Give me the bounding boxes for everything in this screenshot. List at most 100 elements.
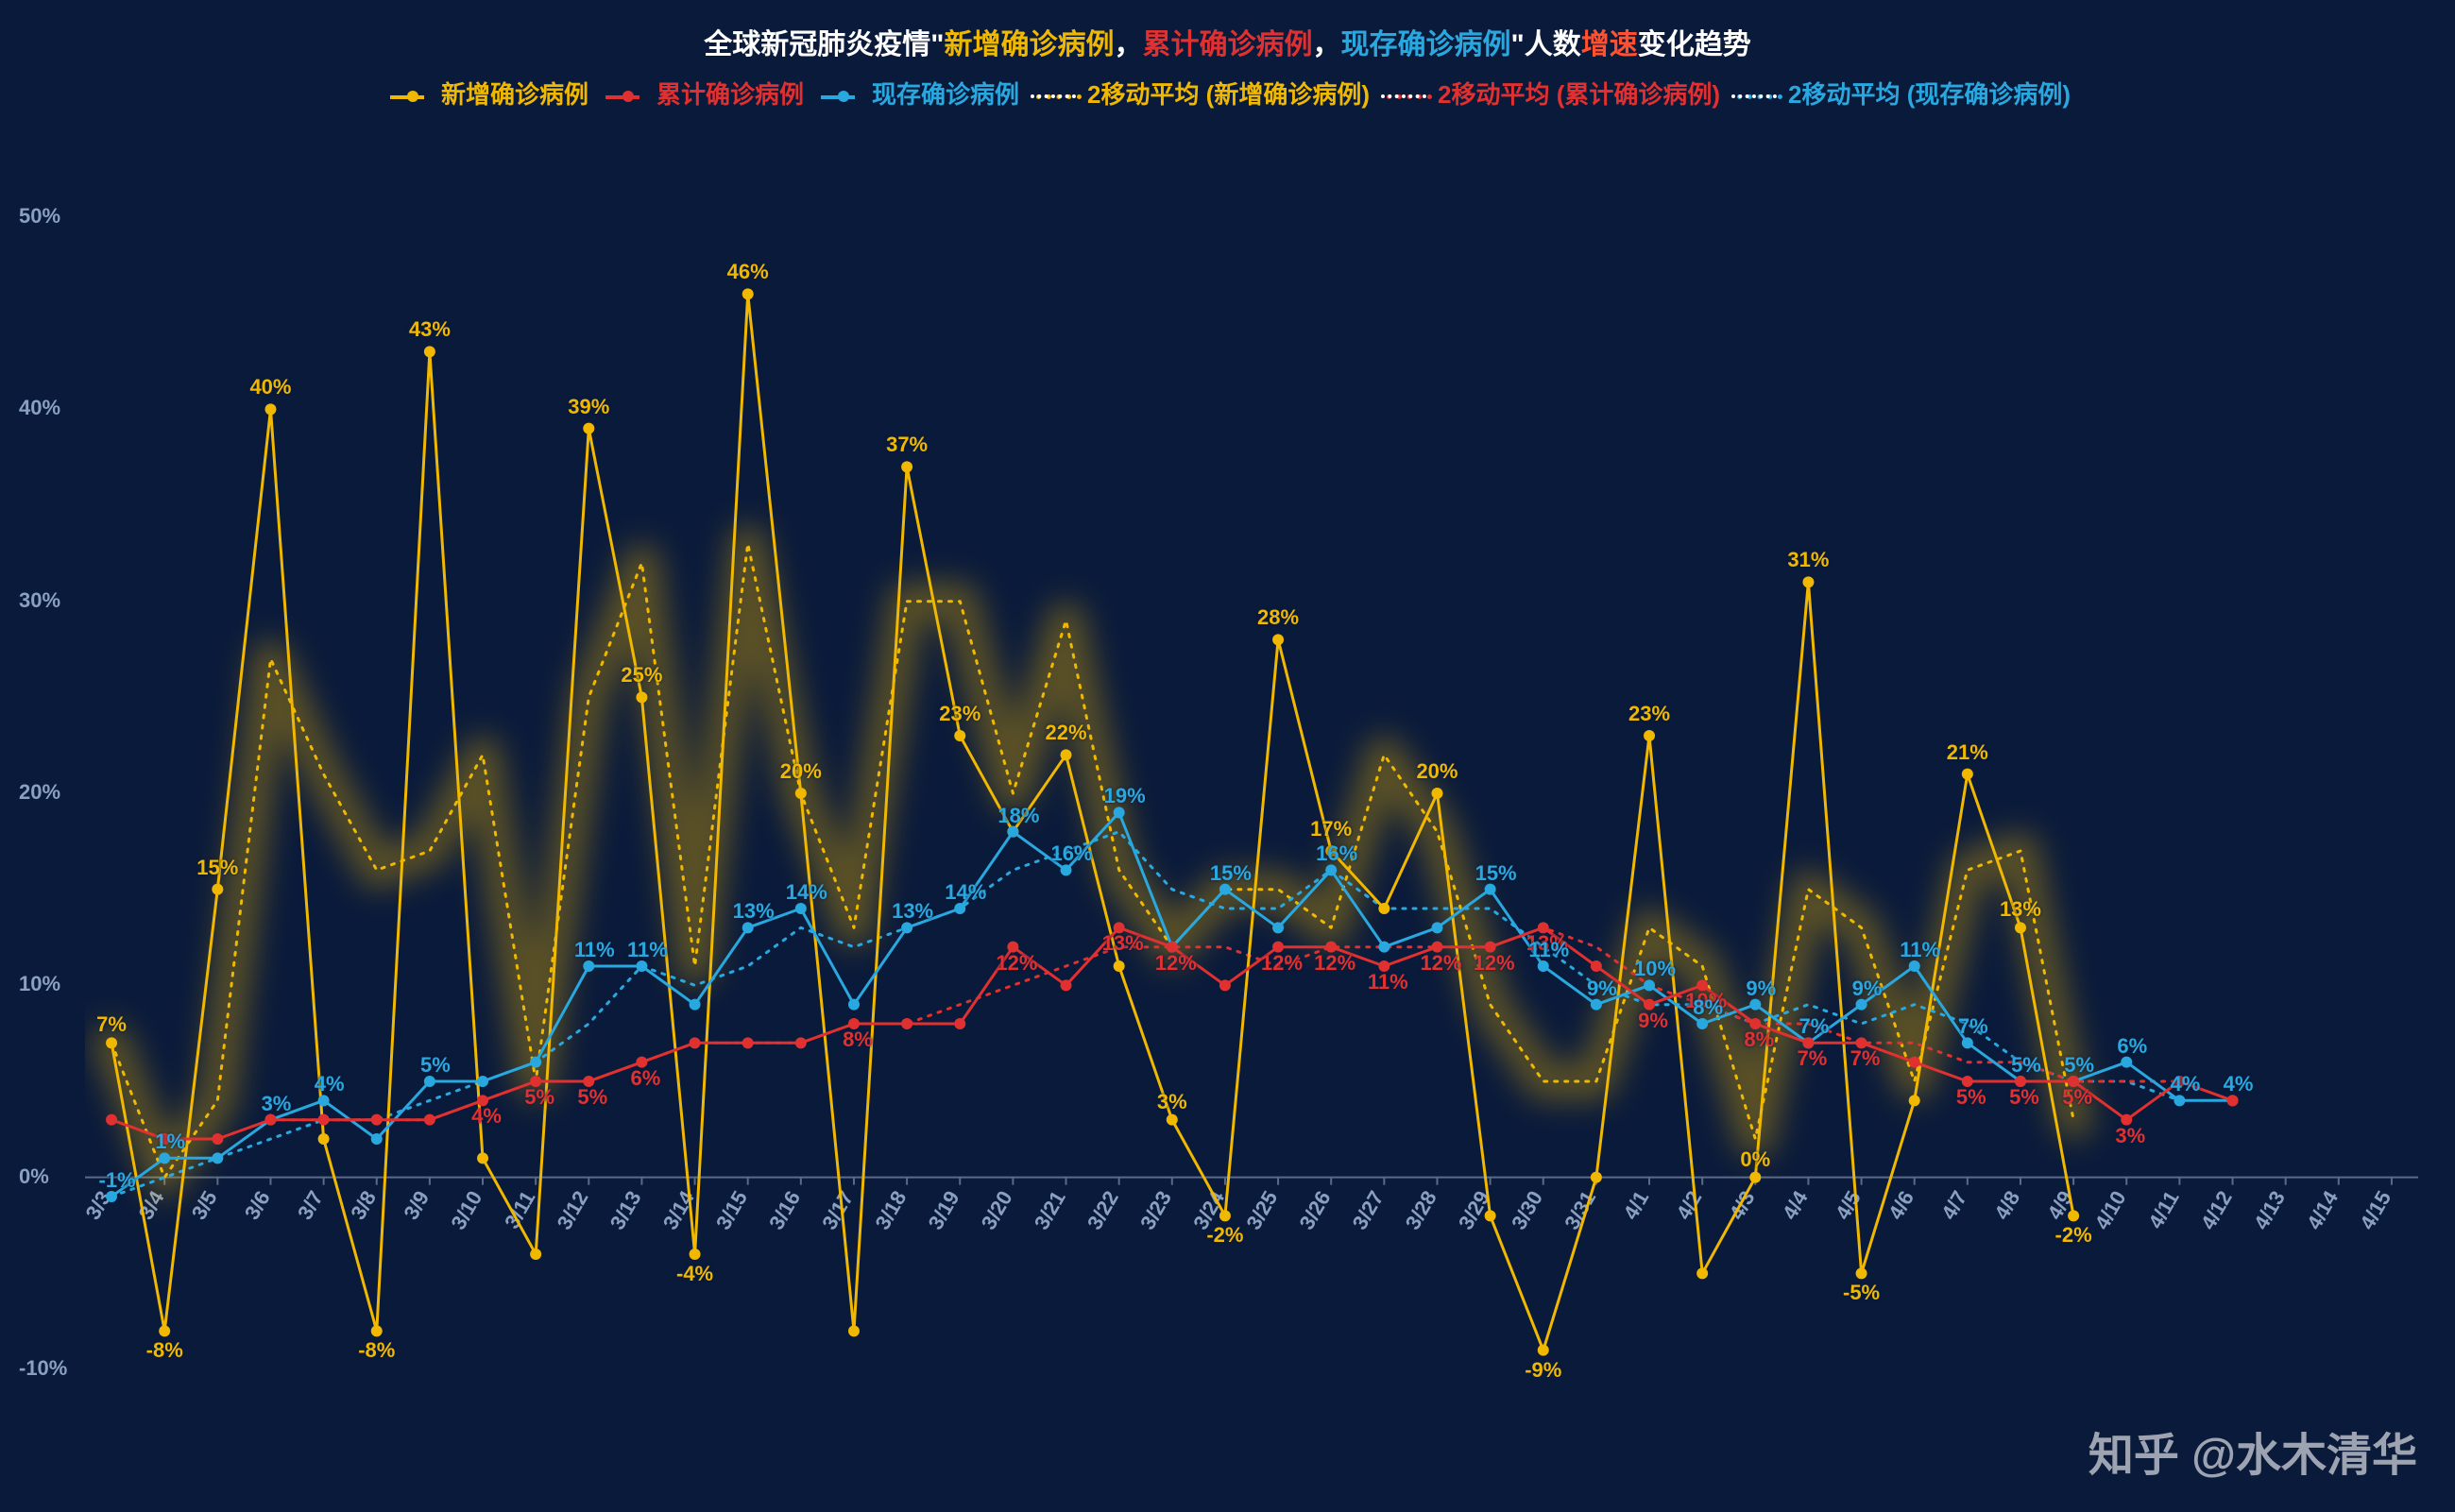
x-axis-label: 3/25 xyxy=(1241,1187,1282,1234)
data-label: 12% xyxy=(1474,951,1515,976)
data-label: -2% xyxy=(1206,1223,1243,1248)
x-axis-label: 3/7 xyxy=(293,1187,328,1224)
legend-label: 新增确诊病例 xyxy=(441,80,588,109)
series-marker xyxy=(477,1076,488,1087)
series-marker xyxy=(1696,1267,1708,1279)
watermark: 知乎 @水木清华 xyxy=(2088,1418,2417,1484)
x-axis-label: 3/13 xyxy=(605,1187,646,1234)
title-sep1: ， xyxy=(1115,29,1143,60)
x-axis-label: 3/26 xyxy=(1294,1187,1335,1234)
series-marker xyxy=(318,1114,330,1126)
data-label: 21% xyxy=(1947,740,1988,765)
series-marker xyxy=(212,1133,223,1145)
x-axis-label: 3/20 xyxy=(977,1187,1017,1234)
series-marker xyxy=(1061,749,1072,760)
series-marker xyxy=(159,1325,170,1336)
series-marker xyxy=(1431,922,1442,933)
x-axis-label: 3/18 xyxy=(870,1187,911,1234)
series-marker xyxy=(1378,903,1389,914)
data-label: 5% xyxy=(2064,1053,2094,1078)
x-axis-label: 4/14 xyxy=(2302,1186,2343,1233)
x-axis-label: 3/30 xyxy=(1507,1187,1547,1234)
data-label: 31% xyxy=(1787,548,1829,572)
series-marker xyxy=(742,1037,754,1048)
series-marker xyxy=(264,403,276,415)
data-label: 7% xyxy=(1850,1046,1881,1071)
data-label: 16% xyxy=(1050,841,1092,866)
data-label: 15% xyxy=(1210,861,1252,886)
series-marker xyxy=(795,788,807,799)
title-series-3: 现存确诊病例 xyxy=(1341,29,1511,60)
x-axis-label: 4/4 xyxy=(1778,1186,1813,1224)
series-marker xyxy=(1591,1172,1602,1183)
data-label: 9% xyxy=(1638,1009,1668,1033)
series-marker xyxy=(371,1325,383,1336)
legend-swatch xyxy=(1031,94,1076,98)
series-marker xyxy=(424,1114,435,1126)
series-marker xyxy=(1114,960,1125,972)
data-label: 11% xyxy=(574,938,615,962)
legend-label: 2移动平均 (累计确诊病例) xyxy=(1438,80,1720,109)
series-marker xyxy=(1538,1345,1549,1356)
data-label: -2% xyxy=(2055,1223,2092,1248)
data-label: 12% xyxy=(996,951,1037,976)
data-label: 23% xyxy=(939,702,980,726)
legend-label: 2移动平均 (现存确诊病例) xyxy=(1788,80,2071,109)
x-axis-label: 3/5 xyxy=(187,1187,222,1224)
data-label: 5% xyxy=(577,1085,607,1110)
series-marker xyxy=(1272,634,1284,645)
series-marker xyxy=(1167,1114,1178,1126)
data-label: 3% xyxy=(262,1092,292,1116)
x-axis-label: 4/13 xyxy=(2249,1187,2290,1234)
data-label: 25% xyxy=(621,663,662,688)
data-label: 37% xyxy=(886,433,928,457)
data-label: 12% xyxy=(1420,951,1461,976)
series-marker xyxy=(212,1152,223,1164)
data-label: 16% xyxy=(1316,841,1357,866)
series-marker xyxy=(1644,730,1655,741)
series-marker xyxy=(583,423,594,434)
x-axis-label: 4/5 xyxy=(1831,1187,1866,1224)
x-axis-label: 4/11 xyxy=(2143,1187,2183,1233)
series-marker xyxy=(795,1037,807,1048)
series-marker xyxy=(848,999,860,1011)
x-axis-label: 4/8 xyxy=(1989,1187,2024,1224)
x-axis-label: 3/12 xyxy=(553,1187,593,1234)
data-label: 7% xyxy=(1799,1014,1830,1039)
legend-swatch xyxy=(600,94,645,98)
data-label: 13% xyxy=(892,899,933,924)
y-axis-label: 30% xyxy=(19,588,60,613)
title-series-1: 新增确诊病例 xyxy=(945,29,1115,60)
legend-label: 现存确诊病例 xyxy=(872,80,1019,109)
data-label: 9% xyxy=(1587,977,1617,1001)
series-marker xyxy=(1219,1210,1231,1221)
y-axis-label: 40% xyxy=(19,396,60,420)
plot-area: 3/33/43/53/63/73/83/93/103/113/123/133/1… xyxy=(85,217,2418,1502)
y-axis-label: -10% xyxy=(19,1356,67,1381)
data-label: 10% xyxy=(1634,957,1676,981)
data-label: 8% xyxy=(843,1028,873,1052)
data-label: -4% xyxy=(676,1262,713,1286)
series-marker xyxy=(636,691,647,703)
legend-label: 2移动平均 (新增确诊病例) xyxy=(1087,80,1370,109)
series-marker xyxy=(2068,1210,2079,1221)
title-mid: "人数 xyxy=(1511,29,1581,60)
data-label: 11% xyxy=(1528,938,1569,962)
data-label: 11% xyxy=(1900,938,1940,962)
data-label: 4% xyxy=(2170,1072,2200,1096)
series-marker xyxy=(1909,1057,1920,1068)
data-label: 8% xyxy=(1693,995,1723,1020)
y-axis-label: 10% xyxy=(19,972,60,996)
series-marker xyxy=(1749,1172,1761,1183)
data-label: -9% xyxy=(1525,1358,1561,1383)
chart-container: 全球新冠肺炎疫情"新增确诊病例，累计确诊病例，现存确诊病例"人数增速变化趋势 新… xyxy=(0,0,2455,1512)
data-label: 43% xyxy=(409,317,451,342)
data-label: 7% xyxy=(1958,1014,1988,1039)
data-label: 12% xyxy=(1261,951,1303,976)
series-marker xyxy=(690,1249,701,1260)
data-label: 5% xyxy=(2062,1085,2092,1110)
data-label: 7% xyxy=(96,1012,127,1037)
series-marker xyxy=(1061,979,1072,991)
title-suffix: 变化趋势 xyxy=(1638,29,1751,60)
chart-legend: 新增确诊病例累计确诊病例现存确诊病例2移动平均 (新增确诊病例)2移动平均 (累… xyxy=(0,76,2455,110)
